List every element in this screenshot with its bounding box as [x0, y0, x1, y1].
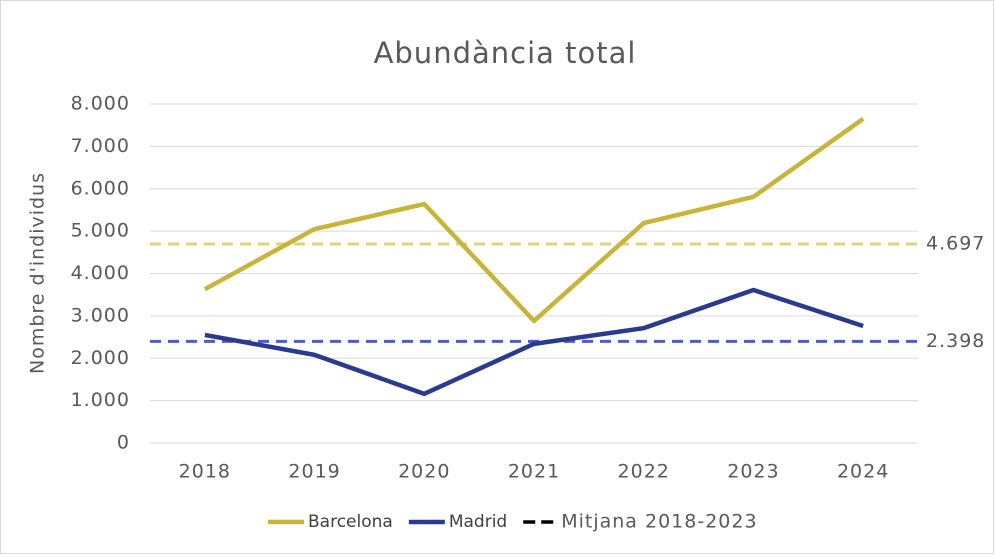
x-tick-label: 2024: [837, 461, 889, 483]
y-tick-label: 0: [117, 432, 130, 454]
series-line: [203, 116, 865, 324]
y-tick-label: 4.000: [71, 262, 130, 284]
y-tick-label: 5.000: [71, 220, 130, 242]
y-tick-label: 2.000: [71, 347, 130, 369]
y-tick-label: 6.000: [71, 177, 130, 199]
reference-label: 4.697: [926, 232, 985, 254]
x-tick-label: 2023: [727, 461, 779, 483]
legend-label: Barcelona: [308, 512, 393, 532]
y-tick-label: 1.000: [71, 389, 130, 411]
reference-label: 2.398: [926, 330, 985, 352]
x-tick-label: 2019: [288, 461, 340, 483]
series-line: [204, 287, 864, 397]
y-tick-label: 8.000: [71, 93, 130, 115]
legend-label: Madrid: [449, 512, 507, 532]
x-tick-label: 2022: [618, 461, 670, 483]
y-tick-label: 3.000: [71, 304, 130, 326]
y-axis-title: Nombre d'individus: [27, 172, 49, 374]
legend-label: Mitjana 2018-2023: [561, 511, 757, 533]
y-tick-label: 7.000: [71, 135, 130, 157]
x-tick-label: 2021: [508, 461, 560, 483]
x-tick-label: 2018: [179, 461, 231, 483]
chart-title: Abundància total: [374, 36, 637, 70]
x-tick-label: 2020: [398, 461, 450, 483]
